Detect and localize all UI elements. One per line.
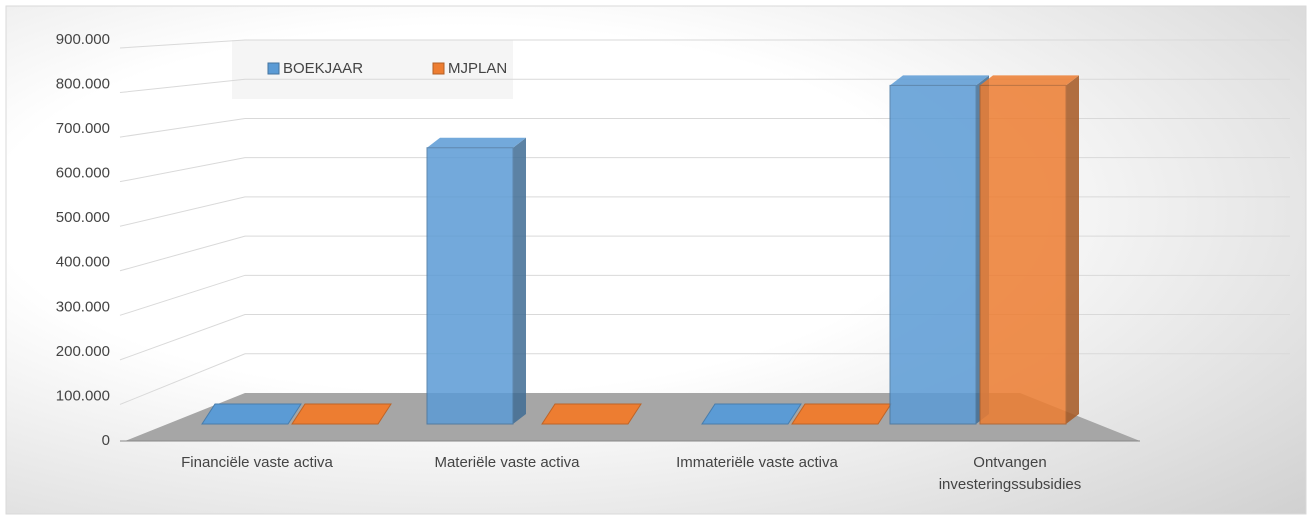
bar-face	[513, 137, 526, 424]
bar-face	[426, 147, 514, 425]
y-tick-label: 600.000	[56, 165, 110, 182]
bar	[291, 403, 392, 425]
y-tick-label: 700.000	[56, 120, 110, 137]
bar	[889, 75, 989, 425]
x-tick-label: Immateriële vaste activa	[676, 454, 838, 471]
y-tick-label: 0	[102, 432, 110, 449]
bar	[541, 403, 642, 425]
bar-face	[890, 75, 989, 86]
bar-face	[889, 84, 977, 425]
y-tick-label: 800.000	[56, 76, 110, 93]
bar	[201, 403, 302, 425]
y-tick-label: 900.000	[56, 31, 110, 48]
bar	[426, 137, 526, 425]
bar	[701, 403, 802, 425]
legend-label: MJPLAN	[448, 60, 507, 77]
y-tick-label: 100.000	[56, 387, 110, 404]
x-tick-label: Materiële vaste activa	[434, 454, 580, 471]
bar-face	[1066, 75, 1079, 424]
y-tick-label: 500.000	[56, 209, 110, 226]
bar	[979, 75, 1079, 425]
y-tick-label: 400.000	[56, 254, 110, 271]
bar	[791, 403, 892, 425]
y-tick-label: 200.000	[56, 343, 110, 360]
bar-face	[427, 137, 526, 148]
bar-face	[979, 84, 1067, 425]
legend-swatch	[432, 62, 445, 75]
bar-face	[980, 75, 1079, 86]
legend-label: BOEKJAAR	[283, 60, 363, 77]
grid-line	[119, 39, 1290, 49]
legend-swatch	[267, 62, 280, 75]
x-tick-label: Financiële vaste activa	[181, 454, 333, 471]
y-tick-label: 300.000	[56, 298, 110, 315]
x-tick-label: Ontvangen investeringssubsidies	[938, 454, 1082, 493]
